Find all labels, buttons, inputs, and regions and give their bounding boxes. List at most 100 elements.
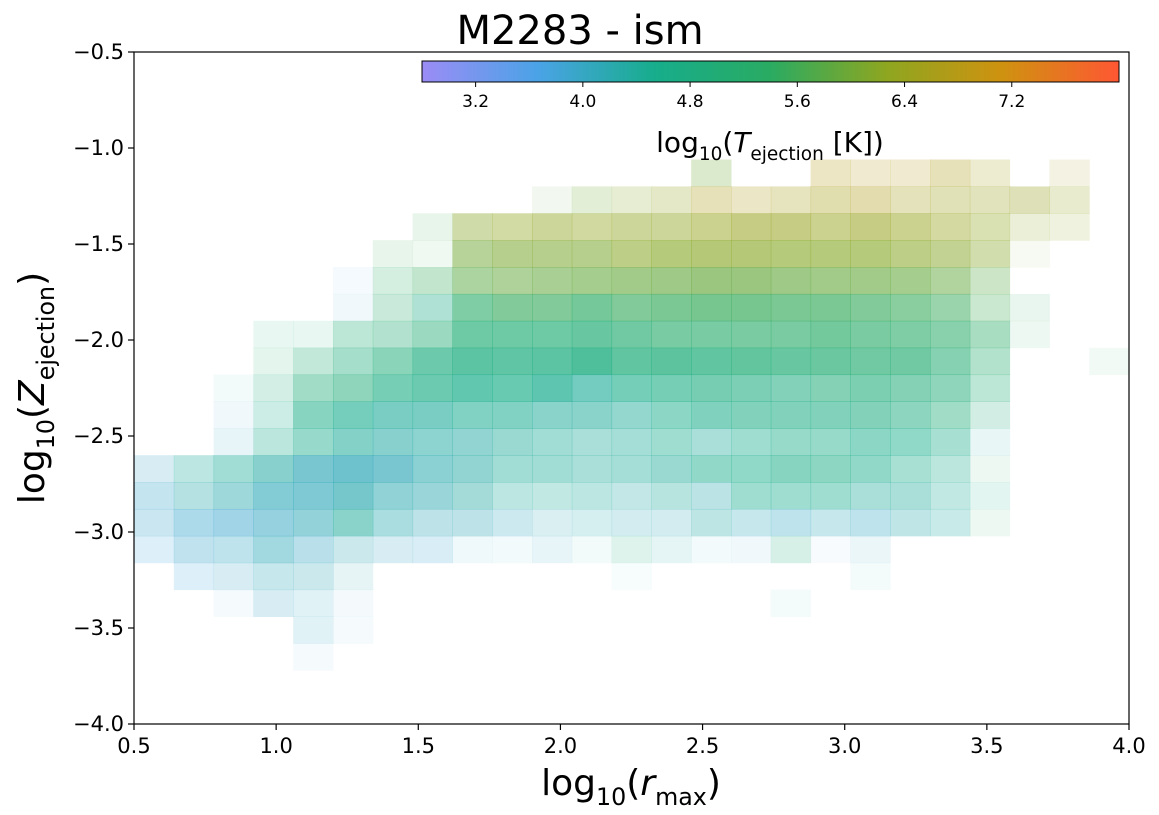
heatmap-cell xyxy=(969,213,1011,241)
heatmap-cell xyxy=(651,455,692,483)
heatmap-cell xyxy=(492,267,533,295)
heatmap-cell xyxy=(691,535,732,564)
heatmap-cell xyxy=(850,293,891,322)
heatmap-cell xyxy=(452,267,493,295)
heatmap-cell xyxy=(571,293,613,322)
heatmap-cell xyxy=(611,508,652,537)
heatmap-cell xyxy=(731,267,772,295)
heatmap-cell xyxy=(731,455,772,483)
heatmap-cell xyxy=(492,455,533,483)
heatmap-cell xyxy=(452,320,493,349)
heatmap-cell xyxy=(850,535,891,564)
heatmap-cell xyxy=(452,535,493,564)
heatmap-cell xyxy=(731,347,772,376)
heatmap-cell xyxy=(850,320,891,349)
heatmap-cell xyxy=(810,213,851,241)
heatmap-cell xyxy=(969,401,1011,429)
heatmap-cell xyxy=(731,186,772,214)
heatmap-cell xyxy=(890,186,931,214)
heatmap-cell xyxy=(770,213,812,241)
heatmap-cell xyxy=(770,589,812,617)
heatmap-cell xyxy=(969,320,1011,349)
heatmap-cell xyxy=(492,508,533,537)
heatmap-cell xyxy=(691,482,732,510)
heatmap-cell xyxy=(890,428,931,456)
heatmap-cell xyxy=(850,186,891,214)
heatmap-cell xyxy=(691,428,732,456)
heatmap-cell xyxy=(412,508,453,537)
colorbar-tick-label: 5.6 xyxy=(784,92,811,112)
heatmap-cell xyxy=(691,213,732,241)
heatmap-cell xyxy=(492,535,533,564)
heatmap-cell xyxy=(651,293,692,322)
heatmap-cell xyxy=(253,428,294,456)
x-tick-label: 2.0 xyxy=(544,734,577,758)
colorbar-label: log10(Tejection [K]) xyxy=(656,126,884,165)
heatmap-cell xyxy=(333,589,374,617)
heatmap-cell xyxy=(731,428,772,456)
heatmap-cell xyxy=(770,347,812,376)
heatmap-cell xyxy=(969,240,1011,268)
heatmap-cell xyxy=(532,240,573,268)
heatmap-cell xyxy=(810,401,851,429)
heatmap-cell xyxy=(412,347,453,376)
heatmap-cell xyxy=(293,508,334,537)
heatmap-cell xyxy=(372,401,414,429)
colorbar-bar xyxy=(421,60,1120,83)
heatmap-cells xyxy=(134,159,1130,671)
heatmap-cell xyxy=(770,482,812,510)
heatmap-cell xyxy=(731,374,772,402)
heatmap-cell xyxy=(810,508,851,537)
y-tick-label: −2.0 xyxy=(73,328,124,352)
heatmap-cell xyxy=(253,482,294,510)
heatmap-cell xyxy=(1049,186,1090,214)
heatmap-cell xyxy=(253,562,294,591)
heatmap-cell xyxy=(213,535,254,564)
heatmap-cell xyxy=(731,240,772,268)
heatmap-cell xyxy=(810,320,851,349)
heatmap-cell xyxy=(412,455,453,483)
heatmap-cell xyxy=(293,482,334,510)
heatmap-cell xyxy=(293,535,334,564)
heatmap-cell xyxy=(412,320,453,349)
heatmap-cell xyxy=(770,508,812,537)
heatmap-cell xyxy=(611,455,652,483)
heatmap-cell xyxy=(890,508,931,537)
heatmap-cell xyxy=(253,374,294,402)
heatmap-cell xyxy=(253,455,294,483)
y-tick-label: −1.5 xyxy=(73,232,124,256)
heatmap-cell xyxy=(890,374,931,402)
heatmap-cell xyxy=(372,320,414,349)
heatmap-cell xyxy=(492,213,533,241)
y-tick-label: −2.5 xyxy=(73,424,124,448)
heatmap-cell xyxy=(691,455,732,483)
heatmap-cell xyxy=(532,401,573,429)
heatmap-cell xyxy=(731,213,772,241)
heatmap-cell xyxy=(492,428,533,456)
heatmap-cell xyxy=(969,374,1011,402)
heatmap-cell xyxy=(412,428,453,456)
heatmap-cell xyxy=(372,535,414,564)
heatmap-cell xyxy=(969,428,1011,456)
heatmap-cell xyxy=(731,293,772,322)
heatmap-cell xyxy=(890,267,931,295)
heatmap-cell xyxy=(1009,240,1050,268)
x-axis-label: log10(rmax) xyxy=(541,763,721,811)
heatmap-cell xyxy=(651,267,692,295)
heatmap-cell xyxy=(850,455,891,483)
heatmap-cell xyxy=(890,482,931,510)
heatmap-cell xyxy=(412,213,453,241)
y-tick-label: −0.5 xyxy=(73,40,124,64)
heatmap-cell xyxy=(293,401,334,429)
heatmap-cell xyxy=(571,482,613,510)
heatmap-cell xyxy=(810,267,851,295)
heatmap-cell xyxy=(134,455,175,483)
heatmap-cell xyxy=(810,374,851,402)
heatmap-cell xyxy=(333,374,374,402)
y-tick-label: −1.0 xyxy=(73,136,124,160)
heatmap-cell xyxy=(731,320,772,349)
heatmap-cell xyxy=(532,186,573,214)
heatmap-cell xyxy=(213,401,254,429)
heatmap-cell xyxy=(333,401,374,429)
